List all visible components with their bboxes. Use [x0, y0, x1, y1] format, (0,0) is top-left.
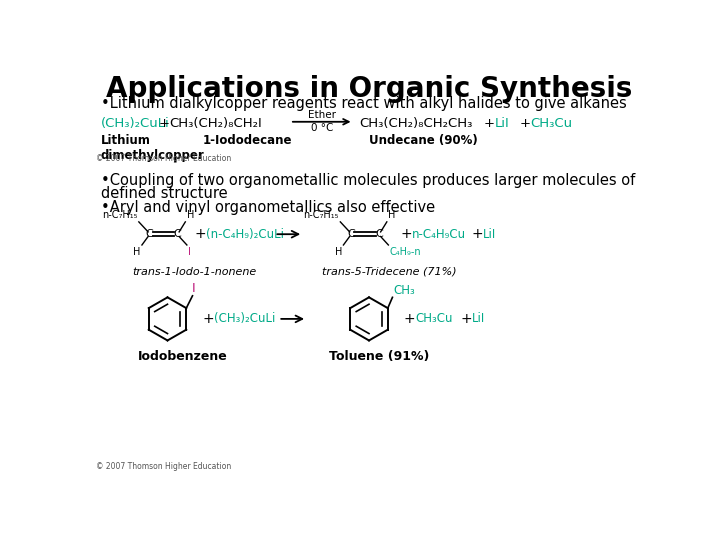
Text: C: C	[347, 229, 355, 239]
Text: n-C₇H₁₅: n-C₇H₁₅	[102, 211, 138, 220]
Text: n-C₄H₉Cu: n-C₄H₉Cu	[412, 228, 466, 241]
Text: CH₃(CH₂)₈CH₂CH₃: CH₃(CH₂)₈CH₂CH₃	[360, 117, 473, 130]
Text: Iodobenzene: Iodobenzene	[138, 350, 228, 363]
Text: CH₃: CH₃	[393, 284, 415, 296]
Text: (CH₃)₂CuLi: (CH₃)₂CuLi	[214, 313, 275, 326]
Text: LiI: LiI	[495, 117, 509, 130]
Text: •Coupling of two organometallic molecules produces larger molecules of: •Coupling of two organometallic molecule…	[101, 173, 635, 187]
Text: +: +	[519, 117, 531, 130]
Text: 1-Iododecane: 1-Iododecane	[202, 134, 292, 147]
Text: I: I	[192, 282, 195, 295]
Text: trans-5-Tridecene (71%): trans-5-Tridecene (71%)	[323, 267, 457, 276]
Text: +: +	[400, 227, 412, 241]
Text: Undecane (90%): Undecane (90%)	[369, 134, 478, 147]
Text: •Aryl and vinyl organometallics also effective: •Aryl and vinyl organometallics also eff…	[101, 200, 435, 215]
Text: +: +	[484, 117, 495, 130]
Text: n-C₇H₁₅: n-C₇H₁₅	[303, 211, 339, 220]
Text: trans-1-Iodo-1-nonene: trans-1-Iodo-1-nonene	[132, 267, 257, 276]
Text: +: +	[202, 312, 214, 326]
Text: Ether: Ether	[307, 110, 336, 120]
Text: C₄H₉-n: C₄H₉-n	[390, 247, 421, 256]
Text: +: +	[194, 227, 206, 241]
Text: CH₃(CH₂)₈CH₂I: CH₃(CH₂)₈CH₂I	[169, 117, 262, 130]
Text: +: +	[472, 227, 483, 241]
Text: •Lithium dialkylcopper reagents react with alkyl halides to give alkanes: •Lithium dialkylcopper reagents react wi…	[101, 96, 626, 111]
Text: CH₃Cu: CH₃Cu	[415, 313, 453, 326]
Text: LiI: LiI	[472, 313, 485, 326]
Text: Toluene (91%): Toluene (91%)	[329, 350, 429, 363]
Text: Lithium
dimethylcopper: Lithium dimethylcopper	[101, 134, 204, 162]
Text: +: +	[461, 312, 472, 326]
Text: C: C	[375, 229, 383, 239]
Text: H: H	[335, 247, 342, 256]
Text: H: H	[187, 211, 194, 220]
Text: C: C	[174, 229, 181, 239]
Text: (CH₃)₂CuLi: (CH₃)₂CuLi	[101, 117, 170, 130]
Text: © 2007 Thomson Higher Education: © 2007 Thomson Higher Education	[96, 154, 231, 163]
Text: H: H	[388, 211, 396, 220]
Text: CH₃Cu: CH₃Cu	[530, 117, 572, 130]
Text: C: C	[145, 229, 153, 239]
Text: © 2007 Thomson Higher Education: © 2007 Thomson Higher Education	[96, 462, 231, 471]
Text: (n-C₄H₉)₂CuLi: (n-C₄H₉)₂CuLi	[206, 228, 284, 241]
Text: 0 °C: 0 °C	[310, 123, 333, 133]
Text: Applications in Organic Synthesis: Applications in Organic Synthesis	[106, 75, 632, 103]
Text: +: +	[158, 117, 169, 130]
Text: defined structure: defined structure	[101, 186, 228, 201]
Text: LiI: LiI	[483, 228, 496, 241]
Text: H: H	[133, 247, 140, 256]
Text: I: I	[189, 247, 192, 256]
Text: +: +	[404, 312, 415, 326]
